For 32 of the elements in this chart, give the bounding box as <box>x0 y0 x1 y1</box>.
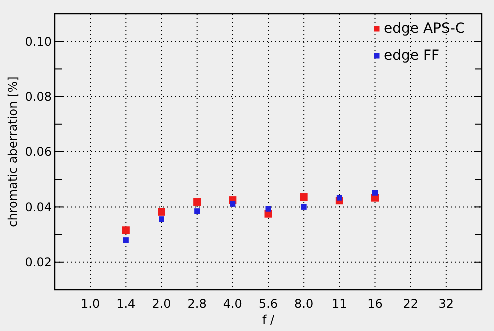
legend-label: edge APS-C <box>384 20 466 37</box>
y-tick-label: 0.10 <box>25 34 52 49</box>
y-axis-title: chromatic aberration [%] <box>6 76 20 228</box>
point <box>194 208 200 214</box>
x-tick-label: 1.4 <box>116 297 136 311</box>
point <box>301 204 307 210</box>
x-tick-label: 2.8 <box>188 297 207 311</box>
point <box>336 195 342 201</box>
x-tick-label: 11 <box>332 297 348 311</box>
point <box>266 206 272 212</box>
x-tick-label: 4.0 <box>223 297 242 311</box>
x-tick-label: 1.0 <box>81 297 100 311</box>
point <box>300 194 308 202</box>
point <box>158 208 166 216</box>
x-tick-label: 5.6 <box>258 297 278 311</box>
x-tick-label: 32 <box>438 297 454 311</box>
y-tick-label: 0.04 <box>25 200 52 214</box>
y-tick-label: 0.02 <box>25 256 52 270</box>
point <box>123 238 129 244</box>
point <box>230 201 236 207</box>
x-tick-label: 2.0 <box>152 297 172 311</box>
point <box>372 190 378 196</box>
point <box>159 216 164 222</box>
legend-label: edge FF <box>384 48 440 64</box>
x-tick-label: 8.0 <box>294 297 314 311</box>
y-tick-label: 0.08 <box>25 90 52 104</box>
x-tick-label: 22 <box>403 297 418 311</box>
x-tick-label: 16 <box>368 297 383 311</box>
x-axis-title: f / <box>262 313 276 327</box>
point <box>122 226 130 234</box>
point <box>194 198 202 206</box>
y-tick-label: 0.06 <box>25 145 52 160</box>
